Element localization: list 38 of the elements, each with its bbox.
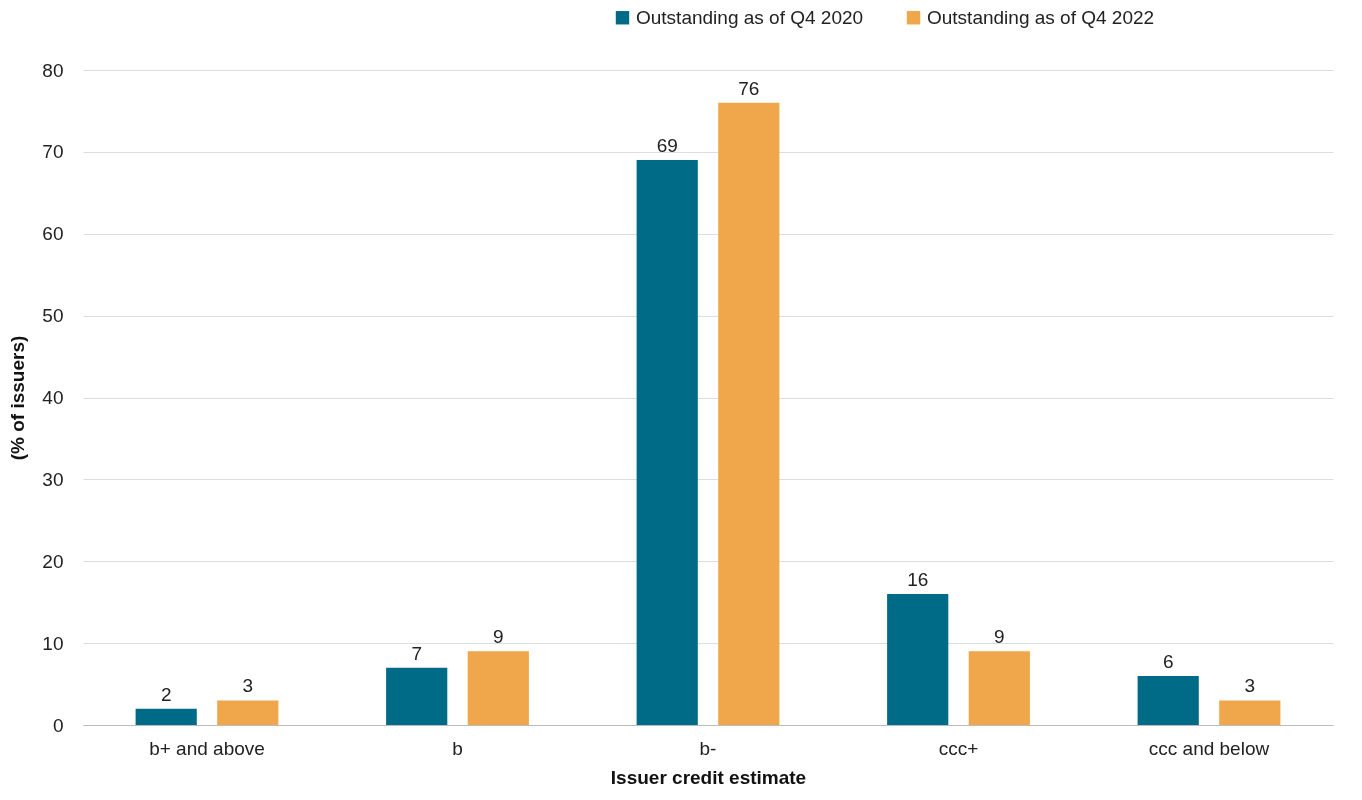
y-tick-label: 40 (42, 387, 64, 408)
y-tick-label: 70 (42, 141, 64, 163)
bar (636, 160, 698, 725)
data-label: 2 (160, 683, 172, 705)
x-tick-label: b- (699, 737, 717, 759)
y-tick-label: 60 (42, 223, 64, 245)
data-label: 76 (738, 77, 760, 99)
bar (1219, 700, 1281, 725)
data-label: 69 (656, 135, 678, 157)
data-label: 9 (493, 626, 504, 648)
data-label: 6 (1162, 650, 1174, 672)
x-tick-label: b+ and above (149, 737, 265, 759)
data-label: 7 (411, 642, 422, 664)
x-tick-label: ccc+ (938, 737, 979, 759)
bar (135, 708, 197, 725)
data-label: 3 (1244, 675, 1256, 697)
data-label: 16 (907, 569, 929, 590)
data-label: 9 (994, 626, 1005, 648)
y-tick-label: 10 (42, 632, 64, 654)
legend-label: Outstanding as of Q4 2020 (636, 6, 864, 28)
bar (718, 102, 780, 725)
y-tick-label: 30 (42, 468, 64, 490)
y-tick-label: 0 (52, 714, 64, 736)
y-axis-title: (% of issuers) (7, 335, 29, 461)
y-tick-label: 20 (42, 550, 64, 572)
x-tick-label: ccc and below (1148, 737, 1270, 759)
legend-label: Outstanding as of Q4 2022 (927, 6, 1155, 28)
data-label: 3 (242, 675, 254, 697)
bar (887, 594, 949, 725)
x-tick-label: b (452, 737, 463, 759)
x-axis-title: Issuer credit estimate (610, 766, 807, 788)
bar (968, 651, 1030, 725)
y-tick-label: 50 (42, 305, 64, 327)
bar (467, 651, 529, 725)
bar (386, 667, 448, 725)
y-tick-label: 80 (42, 59, 64, 81)
bar (217, 700, 279, 725)
bar (1137, 675, 1199, 725)
